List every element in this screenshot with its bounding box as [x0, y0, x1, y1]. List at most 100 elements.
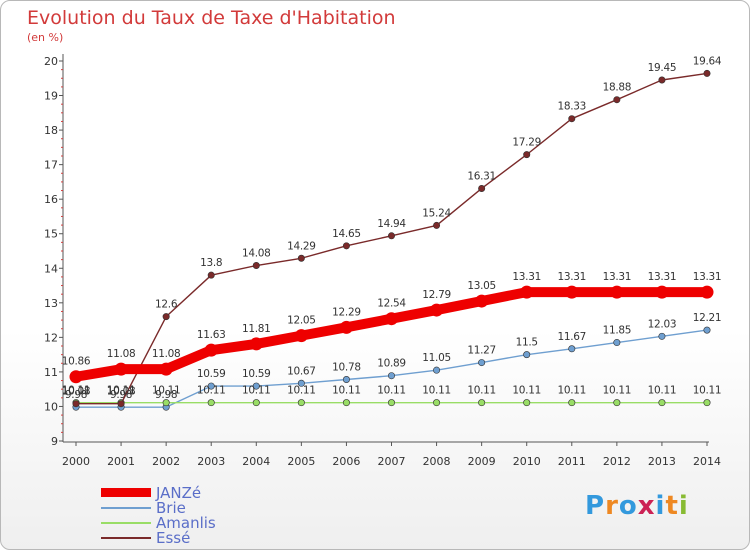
y-tick-label: 10 — [44, 400, 58, 413]
y-minor-tick — [61, 69, 63, 71]
y-minor-tick — [61, 380, 63, 382]
data-point-amanlis — [297, 399, 305, 407]
data-point-janz- — [249, 337, 263, 351]
y-minor-tick — [61, 250, 63, 252]
data-label-ess-: 14.08 — [242, 248, 271, 260]
y-minor-tick — [61, 345, 63, 347]
data-point-amanlis — [658, 399, 666, 407]
data-label-brie: 12.21 — [693, 312, 722, 324]
logo-letter: x — [637, 491, 656, 521]
data-point-janz- — [700, 285, 714, 299]
y-minor-tick — [61, 155, 63, 157]
data-label-janz-: 10.86 — [62, 356, 91, 368]
data-point-brie — [387, 372, 395, 380]
data-label-brie: 10.89 — [377, 358, 406, 370]
logo-letter: t — [665, 491, 679, 521]
data-point-janz- — [610, 285, 624, 299]
data-label-amanlis: 10.11 — [197, 385, 226, 397]
data-point-janz- — [339, 320, 353, 334]
data-point-brie — [613, 339, 621, 347]
y-tick-label: 17 — [44, 159, 58, 172]
data-label-brie: 9.98 — [155, 389, 177, 401]
data-point-ess- — [162, 313, 170, 321]
y-minor-tick — [61, 414, 63, 416]
x-tick-label: 2005 — [287, 455, 315, 468]
data-point-amanlis — [252, 399, 260, 407]
legend-swatch — [101, 488, 151, 497]
data-label-janz-: 12.05 — [287, 315, 316, 327]
y-minor-tick — [61, 285, 63, 287]
y-minor-tick — [61, 138, 63, 140]
data-point-janz- — [385, 312, 398, 326]
x-tick-label: 2012 — [603, 455, 631, 468]
x-tick-label: 2006 — [332, 455, 360, 468]
data-label-brie: 11.67 — [558, 331, 587, 343]
y-minor-tick — [61, 77, 63, 79]
y-minor-tick — [61, 319, 63, 321]
data-point-amanlis — [568, 399, 576, 407]
x-tick-label: 2000 — [62, 455, 90, 468]
proxiti-logo: Proxiti — [585, 491, 689, 521]
data-label-janz-: 13.31 — [648, 271, 677, 283]
data-label-amanlis: 10.11 — [152, 385, 181, 397]
legend-item-janz-: JANZé — [101, 483, 216, 502]
data-label-amanlis: 10.11 — [377, 385, 406, 397]
x-tick-label: 2014 — [693, 455, 721, 468]
y-minor-tick — [61, 181, 63, 183]
data-label-amanlis: 10.11 — [287, 385, 316, 397]
y-tick-label: 19 — [44, 90, 58, 103]
data-point-janz- — [69, 370, 83, 384]
x-tick-label: 2013 — [648, 455, 676, 468]
data-point-brie — [297, 379, 305, 387]
data-label-janz-: 11.08 — [152, 348, 181, 360]
data-point-janz- — [475, 294, 489, 308]
logo-letter: P — [585, 491, 606, 521]
x-tick-label: 2003 — [197, 455, 225, 468]
data-label-janz-: 13.31 — [512, 271, 541, 283]
data-label-janz-: 12.79 — [422, 289, 451, 301]
data-point-janz- — [294, 329, 308, 343]
y-tick-label: 20 — [44, 55, 58, 68]
x-tick-label: 2004 — [242, 455, 270, 468]
logo-letter: i — [655, 491, 666, 521]
data-label-amanlis: 10.11 — [603, 385, 632, 397]
data-label-brie: 9.98 — [65, 389, 87, 401]
data-point-ess- — [252, 262, 260, 270]
data-point-janz- — [204, 343, 218, 357]
data-label-ess-: 10.08 — [107, 386, 136, 398]
data-label-amanlis: 10.11 — [422, 385, 451, 397]
y-minor-tick — [61, 397, 63, 399]
data-label-ess-: 13.8 — [200, 257, 222, 269]
data-point-ess- — [72, 400, 80, 408]
y-minor-tick — [61, 259, 63, 261]
y-minor-tick — [61, 293, 63, 295]
y-minor-tick — [61, 112, 63, 114]
data-point-amanlis — [478, 399, 486, 407]
data-label-janz-: 13.31 — [603, 271, 632, 283]
legend-item-amanlis: Amanlis — [101, 513, 216, 532]
y-minor-tick — [61, 146, 63, 148]
data-point-amanlis — [703, 399, 711, 407]
data-label-ess-: 14.29 — [287, 240, 316, 252]
data-label-brie: 10.59 — [197, 368, 226, 380]
data-point-ess- — [703, 69, 711, 77]
data-label-amanlis: 10.11 — [332, 385, 361, 397]
legend-label: JANZé — [156, 483, 202, 502]
y-minor-tick — [61, 86, 63, 88]
data-point-ess- — [117, 400, 125, 408]
data-point-janz- — [430, 303, 444, 317]
logo-letter: o — [618, 491, 638, 521]
data-label-brie: 10.59 — [242, 368, 271, 380]
y-minor-tick — [61, 354, 63, 356]
data-point-janz- — [159, 362, 173, 376]
data-label-brie: 10.78 — [332, 362, 361, 374]
legend-label: Amanlis — [156, 513, 216, 532]
data-point-ess- — [342, 242, 350, 250]
data-point-amanlis — [342, 399, 350, 407]
legend-swatch — [101, 536, 151, 539]
legend-label: Essé — [156, 528, 191, 547]
y-minor-tick — [61, 241, 63, 243]
data-label-ess-: 19.45 — [648, 62, 677, 74]
data-point-janz- — [114, 362, 128, 376]
